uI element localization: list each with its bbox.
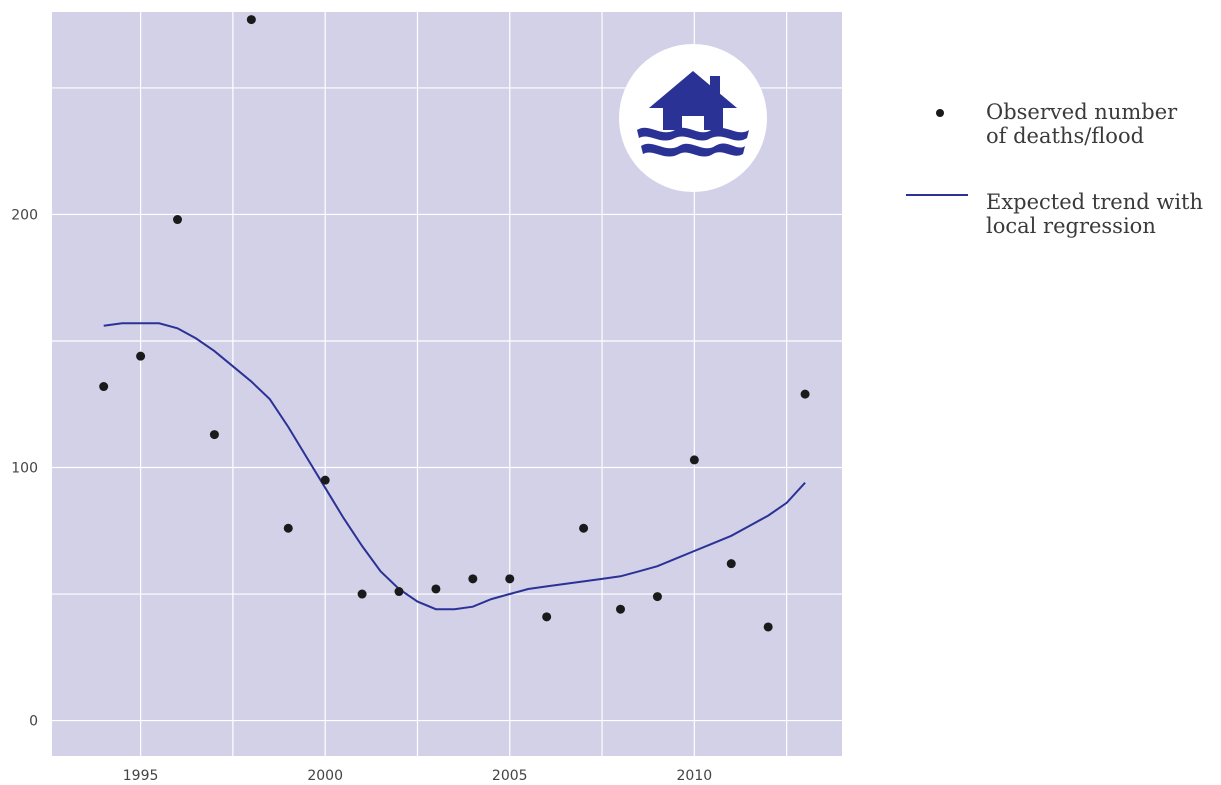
legend-dot-marker bbox=[936, 109, 944, 117]
data-point bbox=[579, 523, 589, 533]
legend-item-trend: Expected trend with local regression bbox=[900, 190, 1221, 280]
data-point bbox=[209, 430, 219, 440]
legend-item-observed: Observed number of deaths/flood bbox=[900, 100, 1221, 190]
y-tick-label: 100 bbox=[11, 461, 38, 477]
data-point bbox=[652, 592, 662, 602]
data-point bbox=[283, 523, 293, 533]
x-tick-label: 1995 bbox=[123, 768, 159, 784]
legend: Observed number of deaths/flood Expected… bbox=[900, 100, 1221, 280]
data-point bbox=[173, 215, 183, 225]
observed-series bbox=[99, 15, 810, 632]
data-point bbox=[320, 475, 330, 485]
data-point bbox=[394, 587, 404, 597]
x-axis-ticks: 1995 2000 2005 2010 bbox=[123, 768, 712, 784]
data-point bbox=[99, 382, 109, 392]
trend-series bbox=[103, 322, 806, 611]
data-point bbox=[800, 389, 810, 399]
data-point bbox=[431, 584, 441, 594]
data-point bbox=[616, 604, 626, 614]
data-point bbox=[468, 574, 478, 584]
flood-house-icon bbox=[619, 44, 767, 192]
y-axis-ticks: 0 100 200 bbox=[11, 207, 38, 729]
x-tick-label: 2000 bbox=[307, 768, 343, 784]
data-point bbox=[726, 559, 736, 569]
data-point bbox=[246, 15, 256, 25]
data-point bbox=[689, 455, 699, 465]
data-point bbox=[763, 622, 773, 632]
grid bbox=[52, 12, 842, 756]
x-tick-label: 2005 bbox=[492, 768, 528, 784]
data-point bbox=[136, 351, 146, 361]
y-tick-label: 0 bbox=[29, 714, 38, 730]
legend-line-marker bbox=[906, 194, 968, 196]
legend-label-trend: Expected trend with local regression bbox=[986, 190, 1203, 238]
y-tick-label: 200 bbox=[11, 207, 38, 223]
x-tick-label: 2010 bbox=[677, 768, 713, 784]
trend-line bbox=[103, 322, 806, 611]
data-point bbox=[542, 612, 552, 622]
legend-label-observed: Observed number of deaths/flood bbox=[986, 100, 1178, 148]
data-point bbox=[505, 574, 515, 584]
data-point bbox=[357, 589, 367, 599]
